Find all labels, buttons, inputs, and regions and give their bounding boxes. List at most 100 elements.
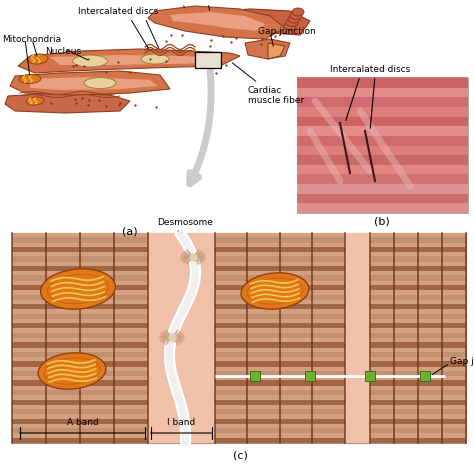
Bar — [297, 87, 468, 97]
Bar — [12, 419, 148, 424]
Text: Gap junction: Gap junction — [258, 26, 316, 35]
Ellipse shape — [292, 8, 304, 16]
Text: I band: I band — [167, 418, 196, 427]
Bar — [215, 399, 345, 405]
Bar — [365, 371, 375, 381]
Bar — [12, 237, 148, 243]
Bar — [420, 371, 430, 381]
Polygon shape — [200, 9, 310, 35]
Bar — [12, 266, 148, 271]
Bar — [370, 342, 466, 348]
Ellipse shape — [26, 97, 44, 105]
Bar — [215, 266, 345, 271]
Bar — [370, 371, 466, 376]
Bar — [215, 304, 345, 309]
Bar — [12, 342, 148, 348]
Ellipse shape — [286, 18, 298, 26]
Bar — [215, 428, 345, 433]
Polygon shape — [5, 93, 130, 113]
Text: Cardiac
muscle fiber: Cardiac muscle fiber — [248, 86, 304, 106]
Polygon shape — [148, 6, 285, 39]
Bar — [215, 256, 345, 261]
Bar — [297, 115, 468, 126]
Bar — [297, 78, 468, 213]
Bar — [215, 371, 345, 376]
Bar — [370, 399, 466, 405]
Polygon shape — [245, 39, 290, 59]
Bar — [12, 390, 148, 395]
Bar — [297, 145, 468, 155]
Bar — [12, 304, 148, 309]
Bar — [297, 96, 468, 107]
Polygon shape — [170, 12, 265, 31]
Bar — [370, 352, 466, 357]
Bar — [370, 294, 466, 300]
Bar — [215, 352, 345, 357]
Text: Intercalated discs: Intercalated discs — [330, 65, 410, 74]
Bar — [215, 419, 345, 424]
Bar — [370, 285, 466, 290]
Text: Intercalated discs: Intercalated discs — [78, 7, 158, 16]
Polygon shape — [50, 55, 225, 65]
Text: Intercalated discs: Intercalated discs — [155, 0, 235, 2]
Bar — [345, 233, 370, 443]
Bar — [12, 233, 148, 443]
Polygon shape — [18, 49, 240, 73]
Bar — [12, 381, 148, 386]
Bar — [370, 314, 466, 319]
Bar — [250, 371, 260, 381]
Text: Desmosome: Desmosome — [157, 218, 213, 227]
Bar — [12, 361, 148, 366]
Bar — [12, 276, 148, 281]
Bar — [370, 333, 466, 338]
Bar — [297, 135, 468, 146]
Bar — [215, 361, 345, 366]
Bar — [195, 52, 221, 68]
Bar — [297, 183, 468, 194]
Ellipse shape — [241, 273, 309, 309]
Text: Nucleus: Nucleus — [45, 47, 81, 56]
Bar — [370, 390, 466, 395]
Bar — [12, 399, 148, 405]
Bar — [370, 247, 466, 252]
Bar — [215, 276, 345, 281]
Bar — [12, 438, 148, 443]
Bar — [12, 285, 148, 290]
Bar — [215, 314, 345, 319]
Bar — [370, 237, 466, 243]
Bar — [215, 333, 345, 338]
Bar — [12, 409, 148, 414]
Ellipse shape — [84, 78, 116, 89]
Bar — [297, 164, 468, 174]
Bar — [215, 381, 345, 386]
Bar — [297, 203, 468, 213]
Bar — [12, 333, 148, 338]
Bar — [12, 314, 148, 319]
Bar — [215, 285, 345, 290]
Bar — [12, 371, 148, 376]
Bar — [12, 352, 148, 357]
Bar — [370, 304, 466, 309]
Bar — [370, 438, 466, 443]
Bar — [12, 247, 148, 252]
Ellipse shape — [73, 55, 108, 67]
Ellipse shape — [38, 353, 106, 389]
Text: (c): (c) — [233, 451, 247, 461]
Bar — [215, 237, 345, 243]
Bar — [12, 233, 466, 443]
Ellipse shape — [41, 269, 115, 309]
Bar — [12, 256, 148, 261]
Bar — [370, 428, 466, 433]
Bar — [370, 381, 466, 386]
Text: Mitochondria: Mitochondria — [2, 35, 61, 44]
Bar — [215, 294, 345, 300]
Ellipse shape — [141, 54, 169, 64]
Bar — [370, 233, 466, 443]
Bar — [297, 125, 468, 136]
Bar — [370, 361, 466, 366]
Ellipse shape — [284, 22, 296, 30]
Ellipse shape — [290, 11, 302, 19]
Bar — [12, 323, 148, 328]
Bar — [12, 294, 148, 300]
Text: (a): (a) — [122, 227, 138, 237]
